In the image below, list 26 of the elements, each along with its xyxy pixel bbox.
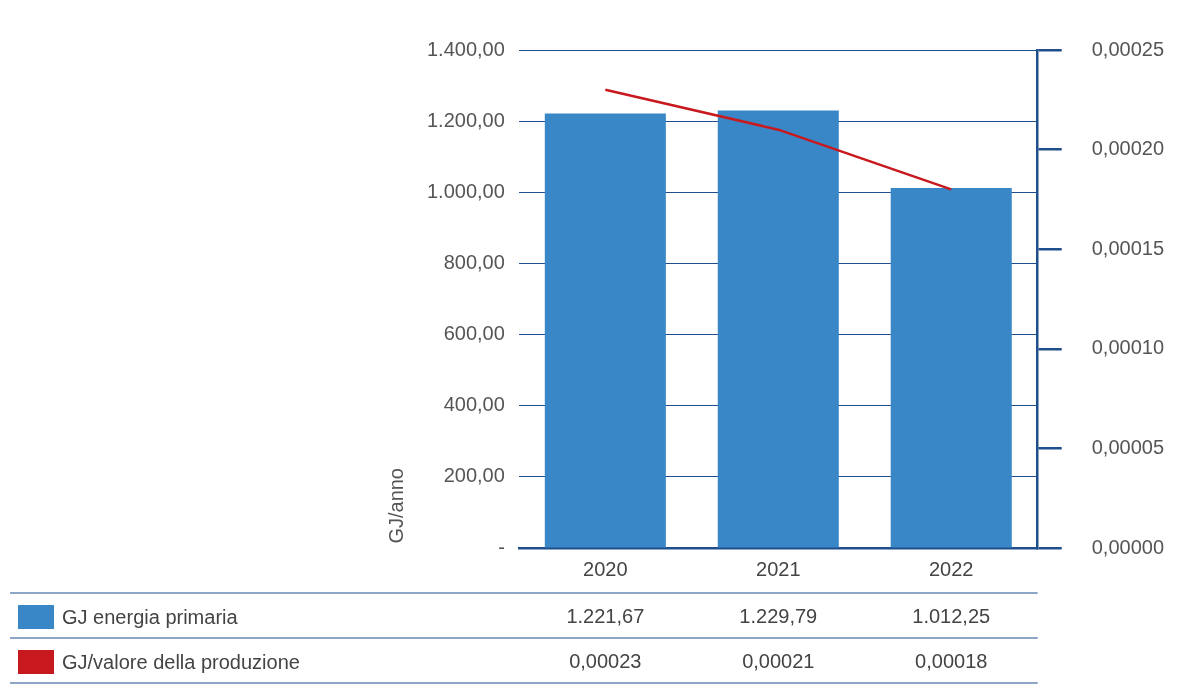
y2-tick-label: 0,00020 [1091,137,1164,160]
data-label: 1.012,25 [912,604,991,627]
data-label: 0,00021 [742,649,815,672]
y2-tick-label: 0,00005 [1091,435,1164,458]
y-tick-label: 1.400,00 [426,37,505,60]
y-tick-label: 600,00 [443,322,505,345]
y-tick-label: 1.200,00 [426,108,505,131]
y2-tick-label: 0,00000 [1091,535,1164,558]
y-tick-label: 800,00 [443,250,505,273]
y2-tick-label: 0,00025 [1091,37,1164,60]
y2-tick-label: 0,00010 [1091,336,1164,359]
legend-label: GJ energia primaria [62,605,238,629]
data-label: 1.229,79 [739,604,818,627]
data-label: 1.221,67 [566,604,645,627]
y-tick-label: 1.000,00 [426,179,505,202]
y-axis-title: GJ/anno [385,468,408,544]
x-tick-label: 2022 [928,557,974,580]
data-label: 0,00018 [915,649,988,672]
y-tick-label: - [498,535,505,558]
y-tick-label: 200,00 [443,464,505,487]
y-tick-label: 400,00 [443,393,505,416]
x-tick-label: 2021 [756,557,801,580]
legend-label: GJ/valore della produzione [62,650,300,674]
y2-tick-label: 0,00015 [1091,236,1164,259]
x-tick-label: 2020 [583,557,628,580]
data-label: 0,00023 [569,649,642,672]
